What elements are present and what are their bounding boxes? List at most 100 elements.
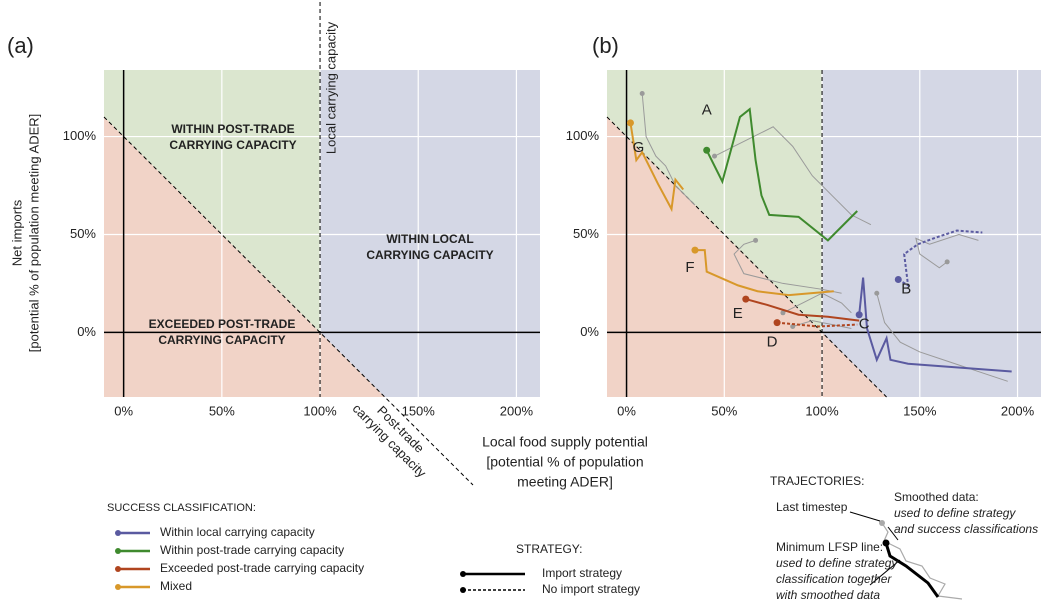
last-timestep-dot — [626, 119, 634, 127]
last-timestep-dot — [742, 295, 750, 303]
last-timestep-dot — [691, 246, 699, 254]
inset-label: Minimum LFSP line: — [776, 540, 883, 554]
y-axis-label: [potential % of population meeting ADER] — [26, 114, 41, 352]
region-local — [320, 70, 540, 397]
x-tick-label: 150% — [903, 403, 937, 418]
y-tick-label: 0% — [77, 324, 96, 339]
smoothed-dot — [780, 310, 786, 316]
y-tick-label: 100% — [566, 128, 600, 143]
smoothed-dot — [874, 290, 880, 296]
region-label: WITHIN POST-TRADE — [171, 122, 294, 136]
y-tick-label: 0% — [580, 324, 599, 339]
plot-area — [607, 70, 1041, 397]
last-timestep-dot — [773, 319, 781, 327]
last-timestep-dot — [894, 276, 902, 284]
legend-dot — [115, 548, 121, 554]
y-tick-label: 100% — [63, 128, 97, 143]
trajectory-label: C — [859, 316, 870, 333]
inset-pointer — [869, 559, 901, 586]
smoothed-dot — [790, 324, 796, 330]
legend-dot — [115, 566, 121, 572]
legend-dot — [460, 587, 466, 593]
legend-title: STRATEGY: — [516, 542, 582, 556]
region-label: EXCEEDED POST-TRADE — [149, 317, 296, 331]
trajectory-label: B — [901, 280, 911, 297]
trajectory-line — [897, 229, 983, 288]
x-tick-label: 100% — [805, 403, 839, 418]
last-timestep-dot — [855, 311, 863, 319]
smoothed-line — [641, 93, 696, 206]
inset-label: Last timestep — [776, 500, 848, 514]
trajectory-label: A — [702, 101, 712, 118]
inset-label: classification together — [776, 572, 892, 586]
x-axis-label: Local food supply potential — [482, 434, 648, 450]
region-label: WITHIN LOCAL — [386, 232, 473, 246]
smoothed-line — [714, 126, 872, 226]
y-tick-label: 50% — [70, 226, 96, 241]
inset-pointer — [849, 511, 881, 522]
inset-label: used to define strategy — [776, 556, 898, 570]
smoothed-dot — [712, 153, 718, 159]
smoothed-line — [733, 239, 842, 294]
inset-pointer — [887, 526, 899, 541]
region-post-trade — [104, 70, 321, 333]
trajectory-line — [705, 107, 858, 242]
x-tick-label: 200% — [500, 403, 534, 418]
panel-label: (a) — [7, 33, 34, 58]
smoothed-dot — [753, 237, 759, 243]
trajectory-line — [858, 277, 1012, 373]
legend-label: Import strategy — [542, 566, 622, 580]
inset-min-line — [884, 542, 940, 598]
x-tick-label: 50% — [711, 403, 737, 418]
trajectory-line — [629, 122, 685, 213]
panel-label: (b) — [592, 33, 619, 58]
inset-dot — [882, 539, 890, 547]
legend-label: Exceeded post-trade carrying capacity — [160, 561, 364, 575]
trajectory-label: D — [767, 334, 778, 351]
inset-label: with smoothed data — [776, 588, 880, 602]
x-tick-label: 100% — [303, 403, 337, 418]
smoothed-line — [876, 293, 1008, 382]
region-local — [822, 70, 1041, 397]
x-tick-label: 50% — [209, 403, 235, 418]
smoothed-dot — [944, 259, 950, 265]
inset-label: and success classifications — [894, 522, 1038, 536]
legend-label: Mixed — [160, 579, 192, 593]
legend-label: Within local carrying capacity — [160, 525, 315, 539]
region-post-trade — [607, 70, 823, 333]
inset-smoothed — [881, 522, 963, 600]
x-tick-label: 200% — [1001, 403, 1035, 418]
x-tick-label: 150% — [402, 403, 436, 418]
x-axis-label: meeting ADER] — [517, 474, 613, 490]
region-label: CARRYING CAPACITY — [169, 138, 296, 152]
smoothed-dot — [639, 90, 645, 96]
legend-label: Within post-trade carrying capacity — [160, 543, 344, 557]
trajectory-label: G — [633, 139, 645, 156]
plot-area — [104, 70, 540, 397]
inset-label: Smoothed data: — [894, 490, 979, 504]
y-tick-label: 50% — [573, 226, 599, 241]
inset-sketch — [849, 511, 963, 600]
trajectory-line — [776, 321, 858, 328]
post-trade-line — [103, 116, 474, 486]
y-axis-label: Net imports — [9, 199, 24, 266]
smoothed-line — [915, 233, 979, 269]
trajectory-label: F — [685, 259, 694, 276]
inset-title: TRAJECTORIES: — [770, 474, 864, 488]
legend-dot — [115, 584, 121, 590]
inset-dot-smoothed — [879, 520, 885, 526]
region-label: CARRYING CAPACITY — [366, 248, 493, 262]
legend-dot — [115, 530, 121, 536]
inset-label: used to define strategy — [894, 506, 1016, 520]
trajectory-line — [694, 249, 834, 297]
legend-title: SUCCESS CLASSIFICATION: — [107, 502, 256, 514]
last-timestep-dot — [703, 146, 711, 154]
x-tick-label: 0% — [114, 403, 133, 418]
trajectory-line — [745, 298, 860, 322]
x-tick-label: 0% — [617, 403, 636, 418]
x-axis-label: [potential % of population — [486, 454, 643, 470]
local-line-label: Local carrying capacity — [323, 21, 338, 154]
post-trade-line — [606, 116, 887, 398]
trajectory-label: E — [733, 305, 743, 322]
